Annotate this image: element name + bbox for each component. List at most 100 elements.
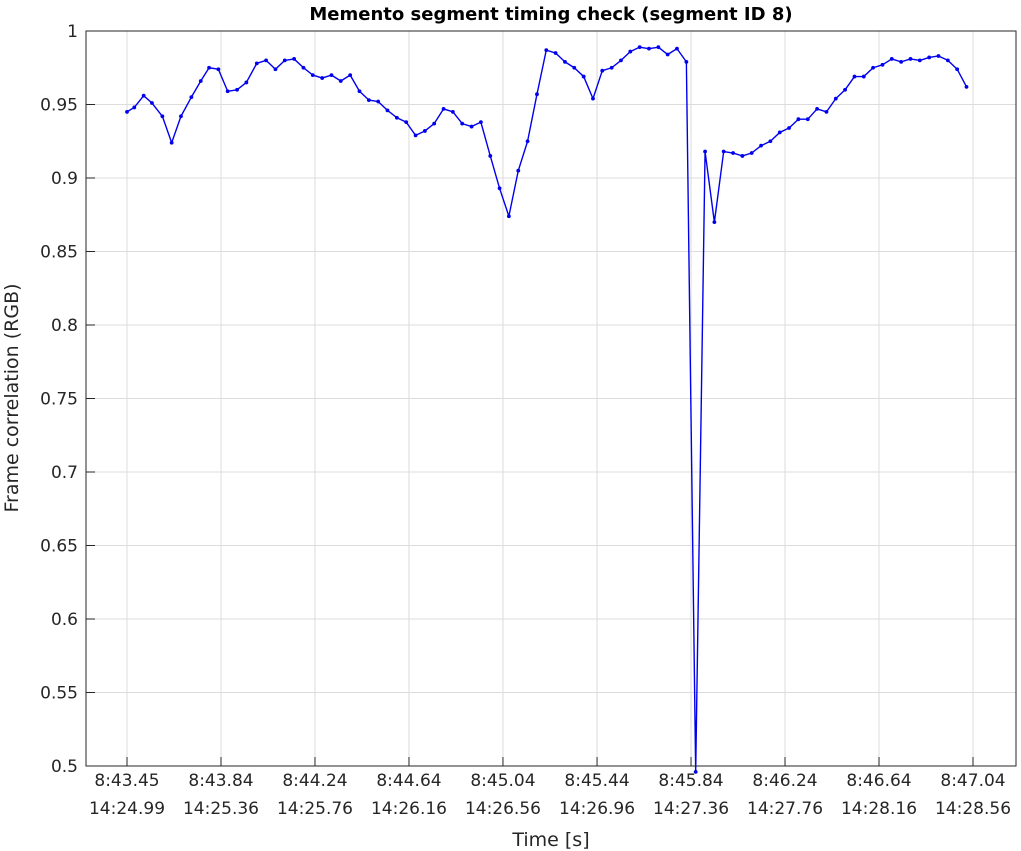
y-tick-label: 0.75 xyxy=(40,390,78,410)
y-axis-label: Frame correlation (RGB) xyxy=(1,283,23,512)
data-point xyxy=(422,129,427,133)
data-point xyxy=(506,214,511,219)
data-point xyxy=(600,68,605,73)
data-point xyxy=(964,84,969,89)
data-point xyxy=(338,79,343,83)
data-point xyxy=(189,95,194,100)
x-tick-label-clock: 14:26.96 xyxy=(559,799,635,819)
x-tick-label-clock: 14:25.76 xyxy=(277,799,353,819)
data-point xyxy=(254,61,259,66)
data-point xyxy=(301,65,306,70)
data-point xyxy=(413,133,418,138)
x-tick-label-clock: 14:28.16 xyxy=(841,799,917,819)
data-point xyxy=(693,769,698,774)
data-point xyxy=(833,96,838,101)
data-point xyxy=(563,59,567,64)
data-point xyxy=(787,126,791,130)
series-layer xyxy=(125,45,969,774)
data-point xyxy=(880,62,885,67)
data-point xyxy=(441,107,446,111)
data-point xyxy=(843,87,847,92)
data-point xyxy=(899,59,904,64)
x-tick-label-clock: 14:26.16 xyxy=(371,799,447,819)
data-point xyxy=(385,108,390,113)
y-tick-label: 0.7 xyxy=(51,463,78,483)
data-point xyxy=(908,57,913,61)
data-point xyxy=(591,96,595,101)
x-axis-label: Time [s] xyxy=(511,829,589,851)
data-point xyxy=(731,151,735,155)
data-point xyxy=(198,79,203,83)
x-tick-label-time: 8:46.24 xyxy=(752,771,817,791)
data-point xyxy=(216,67,221,72)
y-tick-label: 0.6 xyxy=(51,610,78,630)
x-tick-label-time: 8:45.84 xyxy=(658,771,723,791)
data-point xyxy=(329,73,334,77)
data-point xyxy=(244,80,249,85)
data-point xyxy=(292,57,296,61)
data-point xyxy=(235,87,239,92)
x-axis: 8:43.45 14:24.99 8:43.84 14:25.36 8:44.24 14:… xyxy=(89,757,1011,819)
data-point xyxy=(497,186,502,191)
data-point xyxy=(917,58,922,63)
x-tick-label-clock: 14:25.36 xyxy=(183,799,259,819)
data-point xyxy=(460,121,465,126)
x-tick-label-time: 8:45.04 xyxy=(470,771,535,791)
x-tick-label-clock: 14:26.56 xyxy=(465,799,541,819)
data-point xyxy=(572,65,577,70)
data-point xyxy=(488,154,493,158)
data-point xyxy=(169,140,174,145)
data-point xyxy=(264,58,268,63)
data-point xyxy=(684,59,689,64)
data-point xyxy=(647,46,651,51)
data-point xyxy=(525,139,530,144)
data-point xyxy=(469,124,474,129)
data-point xyxy=(675,46,679,51)
x-tick-label-time: 8:43.84 xyxy=(188,771,253,791)
data-point xyxy=(656,45,661,50)
data-point xyxy=(936,54,941,58)
data-point xyxy=(796,117,801,122)
data-point xyxy=(777,130,782,135)
data-point xyxy=(150,101,154,105)
data-point xyxy=(824,109,829,114)
data-point xyxy=(815,107,819,111)
data-point xyxy=(945,58,950,63)
x-tick-label-time: 8:45.44 xyxy=(564,771,629,791)
data-point xyxy=(665,52,670,57)
data-point xyxy=(282,58,287,63)
data-point xyxy=(310,73,315,77)
y-tick-label: 1 xyxy=(67,22,78,42)
x-tick-label-time: 8:44.24 xyxy=(282,771,347,791)
y-tick-label: 0.5 xyxy=(51,757,78,777)
data-point xyxy=(759,143,763,148)
x-tick-label-clock: 14:28.56 xyxy=(935,799,1011,819)
x-tick-label-time: 8:43.45 xyxy=(94,771,159,791)
data-point xyxy=(357,89,362,94)
data-point xyxy=(927,55,932,60)
data-point xyxy=(749,151,754,155)
y-tick-label: 0.9 xyxy=(51,169,78,189)
data-point xyxy=(861,74,866,79)
data-point xyxy=(450,109,455,114)
data-point xyxy=(544,48,549,53)
data-point xyxy=(871,65,875,70)
data-point xyxy=(535,92,539,97)
data-point xyxy=(376,99,381,104)
data-point xyxy=(553,51,558,55)
data-point xyxy=(516,168,521,173)
x-tick-label-clock: 14:27.36 xyxy=(653,799,729,819)
data-point xyxy=(348,73,353,77)
data-point xyxy=(225,89,230,94)
data-point xyxy=(207,65,211,70)
data-point xyxy=(581,74,586,79)
data-point xyxy=(125,109,129,114)
data-point xyxy=(132,105,137,110)
data-point xyxy=(404,120,409,125)
x-tick-label-time: 8:44.64 xyxy=(376,771,441,791)
data-point xyxy=(721,149,726,154)
data-point xyxy=(432,121,437,126)
y-tick-label: 0.65 xyxy=(40,537,78,557)
y-tick-label: 0.85 xyxy=(40,243,78,263)
